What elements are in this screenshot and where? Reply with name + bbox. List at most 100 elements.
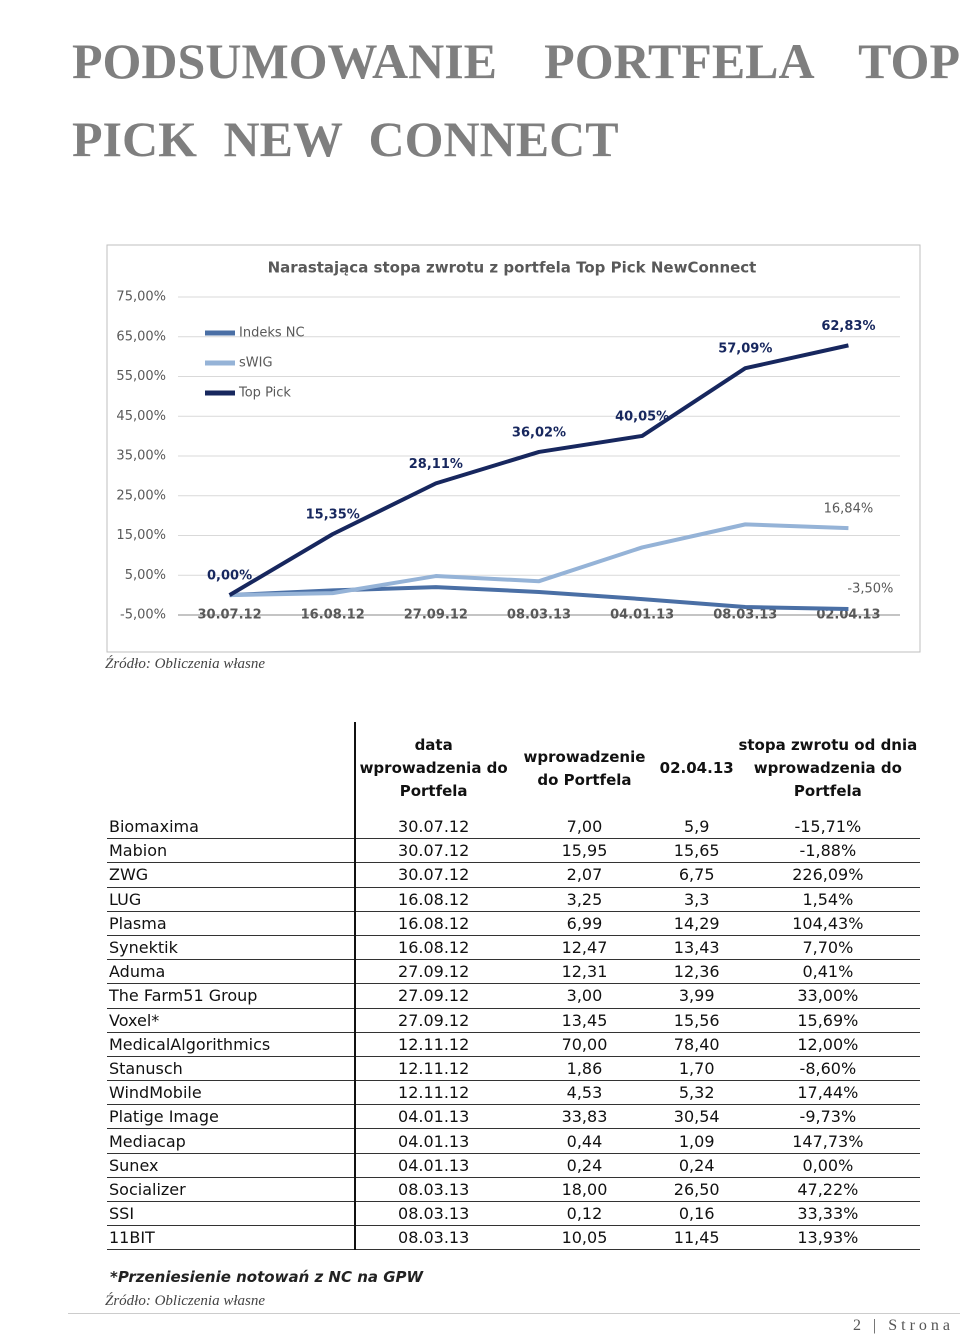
table-row: Aduma 27.09.12 12,31 12,36 0,41% xyxy=(107,959,920,985)
x-tick-label: 08.03.13 xyxy=(713,608,777,623)
table-header: data wprowadzenia do Portfela wprowadzeni… xyxy=(107,722,920,815)
table-cell: 0,00% xyxy=(735,1153,920,1178)
table-cell: 33,83 xyxy=(511,1104,658,1130)
table-cell: 12,47 xyxy=(511,935,658,961)
table-cell: 13,93% xyxy=(735,1225,920,1251)
table-cell: 6,75 xyxy=(657,862,736,888)
table-cell: 0,41% xyxy=(735,959,920,985)
y-tick-label: 55,00% xyxy=(116,369,166,384)
data-label: 40,05% xyxy=(615,409,669,424)
table-cell: 12.11.12 xyxy=(355,1080,512,1106)
table-cell: 04.01.13 xyxy=(355,1128,512,1154)
table-cell: 11,45 xyxy=(657,1225,736,1251)
table-cell: 15,95 xyxy=(511,838,658,864)
table-cell: 30.07.12 xyxy=(355,862,512,888)
y-tick-label: 65,00% xyxy=(116,329,166,344)
data-label: 16,84% xyxy=(824,502,874,517)
table-cell: Platige Image xyxy=(107,1104,356,1130)
table-row: 11BIT 08.03.13 10,05 11,45 13,93% xyxy=(107,1225,920,1251)
table-cell: Mediacap xyxy=(107,1128,356,1154)
table-cell: Stanusch xyxy=(107,1056,356,1082)
y-tick-label: 25,00% xyxy=(116,488,166,503)
chart-source: Źródło: Obliczenia własne xyxy=(105,656,265,672)
table-row: Plasma 16.08.12 6,99 14,29 104,43% xyxy=(107,911,920,936)
table-source: Źródło: Obliczenia własne xyxy=(105,1293,265,1309)
table-cell: 3,25 xyxy=(511,887,658,912)
data-label: 28,11% xyxy=(409,457,463,472)
y-tick-label: 45,00% xyxy=(116,409,166,424)
table-cell: 33,33% xyxy=(735,1201,920,1227)
y-tick-label: -5,00% xyxy=(120,608,166,623)
chart-title: Narastająca stopa zwrotu z portfela Top … xyxy=(268,259,757,277)
table-cell: 15,65 xyxy=(657,838,736,864)
header-cell: data wprowadzenia do Portfela xyxy=(359,736,508,800)
table-row: Stanusch 12.11.12 1,86 1,70 -8,60% xyxy=(107,1056,920,1082)
x-tick-label: 30.07.12 xyxy=(197,608,261,623)
page-title: PODSUMOWANIE PORTFELA TOP PICK NEW CONNE… xyxy=(72,33,960,167)
table-cell: 10,05 xyxy=(511,1225,658,1251)
table-cell: 0,12 xyxy=(511,1201,658,1227)
table-cell: 0,16 xyxy=(657,1201,736,1227)
table-row: Sunex 04.01.13 0,24 0,24 0,00% xyxy=(107,1153,920,1178)
legend-label: Top Pick xyxy=(238,386,291,401)
table-cell: 16.08.12 xyxy=(355,911,512,936)
table-cell: 12.11.12 xyxy=(355,1032,512,1057)
table-row: ZWG 30.07.12 2,07 6,75 226,09% xyxy=(107,862,920,888)
table-row: Biomaxima 30.07.12 7,00 5,9 -15,71% xyxy=(107,815,920,840)
table-row: Mabion 30.07.12 15,95 15,65 -1,88% xyxy=(107,838,920,864)
y-tick-label: 35,00% xyxy=(116,449,166,464)
table-cell: 08.03.13 xyxy=(355,1177,512,1203)
table-row: LUG 16.08.12 3,25 3,3 1,54% xyxy=(107,887,920,912)
table-cell: -9,73% xyxy=(735,1104,920,1130)
table-cell: 7,70% xyxy=(735,935,920,961)
table-cell: 0,24 xyxy=(511,1153,658,1178)
table-cell: Plasma xyxy=(107,911,356,936)
x-tick-label: 16.08.12 xyxy=(301,608,365,623)
y-tick-label: 5,00% xyxy=(125,568,166,583)
header-cell xyxy=(107,722,356,815)
table-row: Voxel* 27.09.12 13,45 15,56 15,69% xyxy=(107,1008,920,1033)
table-cell: 13,43 xyxy=(657,935,736,961)
header-cell: stopa zwrotu od dnia wprowadzenia do Por… xyxy=(738,736,918,800)
series-line xyxy=(228,343,849,597)
table-row: MedicalAlgorithmics 12.11.12 70,00 78,40 12,… xyxy=(107,1032,920,1057)
table-cell: 3,99 xyxy=(657,983,736,1009)
table-cell: 11BIT xyxy=(107,1225,356,1251)
table-cell: 5,9 xyxy=(657,815,736,840)
x-tick-label: 04.01.13 xyxy=(610,608,674,623)
table-cell: ZWG xyxy=(107,862,356,888)
table-cell: 08.03.13 xyxy=(355,1225,512,1251)
table-cell: 4,53 xyxy=(511,1080,658,1106)
table-cell: 12.11.12 xyxy=(355,1056,512,1082)
table-cell: 08.03.13 xyxy=(355,1201,512,1227)
table-cell: Sunex xyxy=(107,1153,356,1178)
table-cell: 30,54 xyxy=(657,1104,736,1130)
table-cell: 7,00 xyxy=(511,815,658,840)
table-cell: 33,00% xyxy=(735,983,920,1009)
table-cell: 1,09 xyxy=(657,1128,736,1154)
table-cell: 12,31 xyxy=(511,959,658,985)
data-label: 57,09% xyxy=(718,342,772,357)
y-tick-label: 15,00% xyxy=(116,528,166,543)
table-cell: 147,73% xyxy=(735,1128,920,1154)
table-cell: 27.09.12 xyxy=(355,983,512,1009)
x-tick-label: 27.09.12 xyxy=(404,608,468,623)
table-cell: 13,45 xyxy=(511,1008,658,1033)
table-cell: The Farm51 Group xyxy=(107,983,356,1009)
table-cell: 2,07 xyxy=(511,862,658,888)
table-cell: 15,56 xyxy=(657,1008,736,1033)
table-cell: Aduma xyxy=(107,959,356,985)
table-cell: 14,29 xyxy=(657,911,736,936)
table-cell: 3,00 xyxy=(511,983,658,1009)
portfolio-table: data wprowadzenia do Portfela wprowadzeni… xyxy=(107,722,920,1251)
table-cell: 6,99 xyxy=(511,911,658,936)
table-cell: 27.09.12 xyxy=(355,959,512,985)
table-cell: -1,88% xyxy=(735,838,920,864)
table-cell: MedicalAlgorithmics xyxy=(107,1032,356,1057)
data-label: -3,50% xyxy=(847,582,893,597)
table-row: Platige Image 04.01.13 33,83 30,54 -9,73% xyxy=(107,1104,920,1130)
table-cell: 226,09% xyxy=(735,862,920,888)
table-row: SSI 08.03.13 0,12 0,16 33,33% xyxy=(107,1201,920,1227)
table-cell: Synektik xyxy=(107,935,356,961)
